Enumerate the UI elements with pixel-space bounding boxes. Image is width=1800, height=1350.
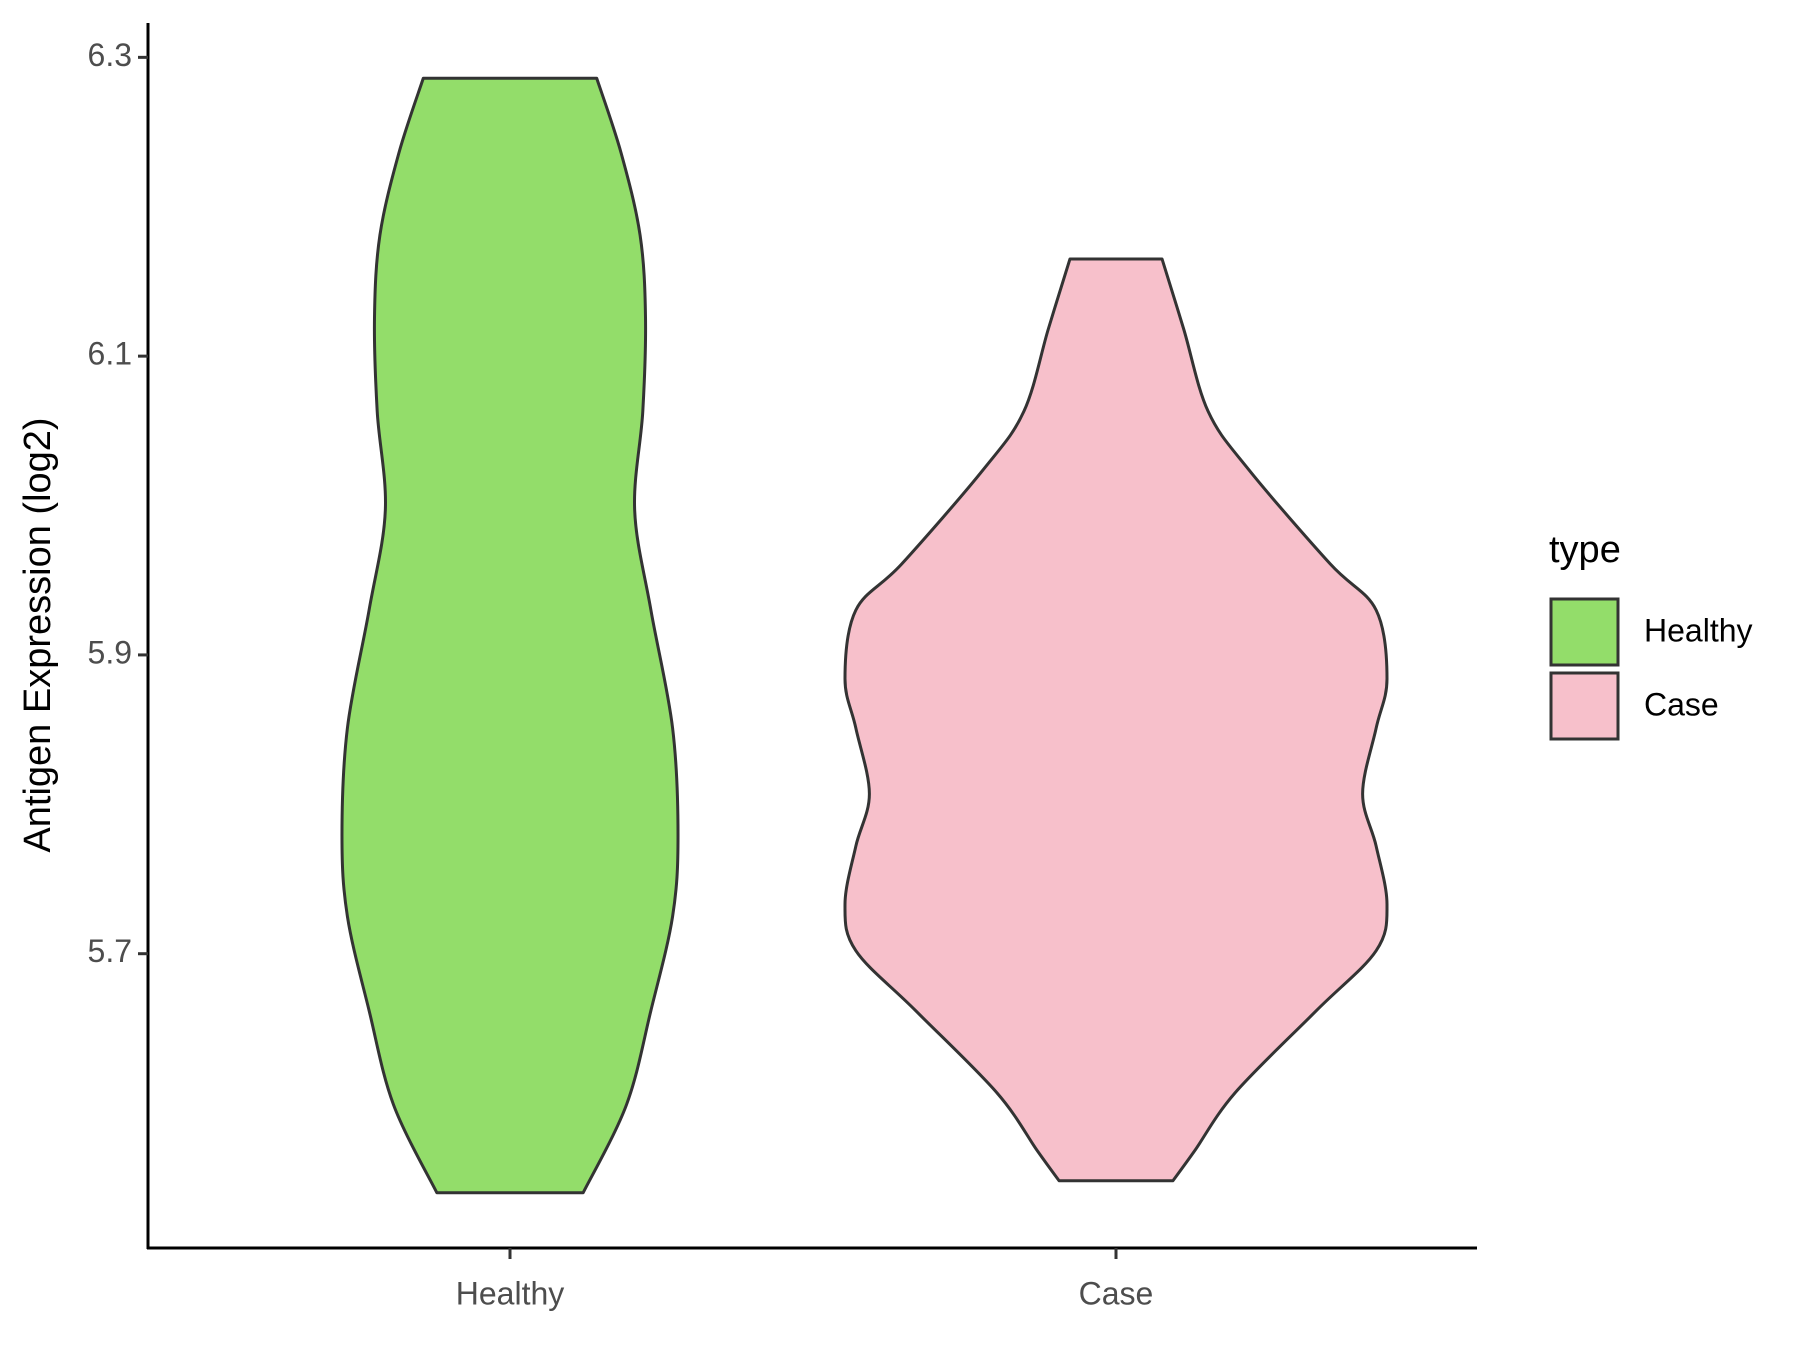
legend-label: Healthy xyxy=(1644,612,1753,648)
x-tick-label: Case xyxy=(1079,1275,1154,1311)
legend-title: type xyxy=(1549,529,1621,571)
violin xyxy=(340,76,680,1195)
y-tick-label: 5.7 xyxy=(88,933,132,969)
y-tick-label: 5.9 xyxy=(88,634,132,670)
legend-key xyxy=(1549,597,1620,667)
y-tick-label: 6.3 xyxy=(88,37,132,73)
violin xyxy=(843,257,1389,1183)
x-tick-label: Healthy xyxy=(456,1275,565,1311)
y-axis-title: Antigen Expression (log2) xyxy=(17,417,59,852)
y-tick-label: 6.1 xyxy=(88,336,132,372)
legend-key xyxy=(1549,671,1620,741)
legend-label: Case xyxy=(1644,686,1719,722)
